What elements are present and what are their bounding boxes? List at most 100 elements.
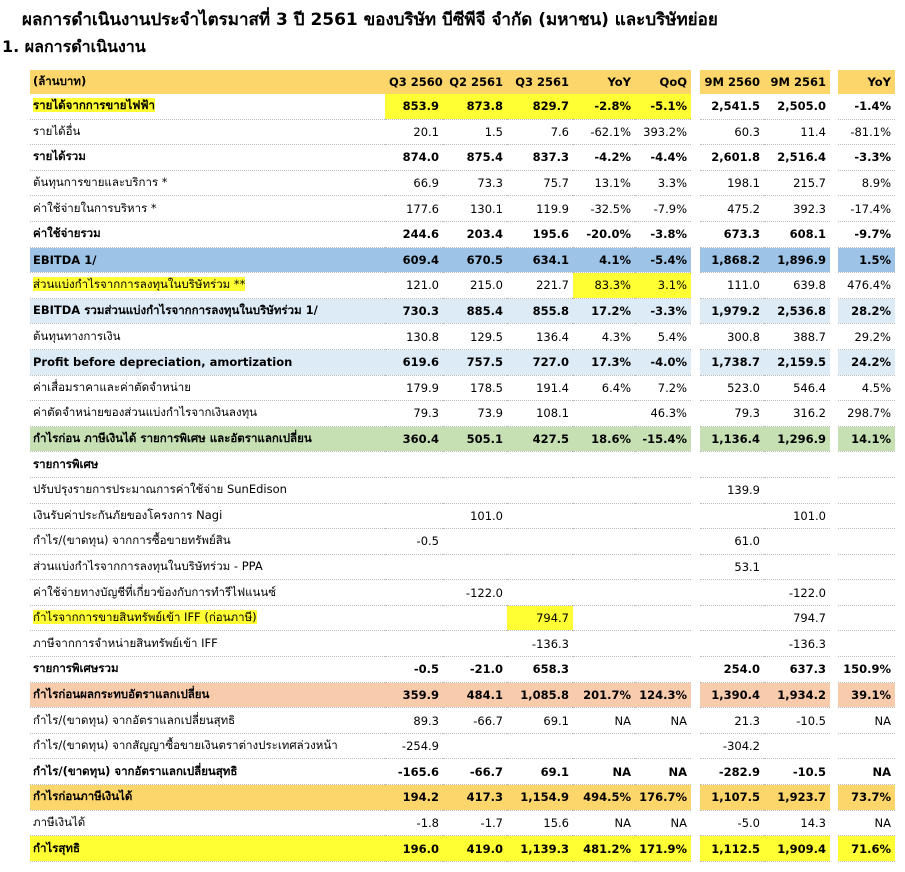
cell: 639.8 [764, 272, 830, 299]
table-row: ภาษีเงินได้ -1.8 -1.7 15.6 NA NA -5.0 14.3 NA [30, 810, 895, 837]
title: ผลการดำเนินงานประจำไตรมาสที่ 3 ปี 2561 ข… [22, 10, 718, 30]
cell: 71.6% [838, 835, 895, 862]
cell: NA [838, 707, 895, 734]
cell: 29.2% [838, 323, 895, 350]
cell [573, 656, 635, 683]
cell: 124.3% [635, 682, 691, 709]
cell: 17.3% [573, 349, 635, 376]
cell: YoY [838, 70, 895, 94]
row-label: รายการพิเศษ [30, 451, 385, 478]
highlighted-label: กำไรจากการขายสินทรัพย์เข้า IFF (ก่อนภาษี… [33, 610, 257, 625]
spacer [691, 401, 700, 427]
cell [635, 554, 691, 581]
cell: NA [635, 758, 691, 786]
cell [838, 503, 895, 530]
spacer [830, 580, 838, 606]
cell: 608.1 [764, 221, 830, 248]
spacer [830, 503, 838, 529]
cell: 73.3 [443, 170, 507, 197]
cell: 829.7 [507, 94, 573, 120]
cell: 1.5 [443, 119, 507, 146]
cell: 60.3 [700, 119, 764, 146]
cell [507, 554, 573, 581]
cell: 546.4 [764, 375, 830, 402]
cell: Q2 2561 [443, 70, 507, 94]
cell: -20.0% [573, 221, 635, 248]
spacer [830, 810, 838, 836]
cell: -15.4% [635, 426, 691, 453]
cell [385, 477, 443, 504]
cell: NA [573, 810, 635, 837]
spacer [691, 452, 700, 478]
spacer [691, 810, 700, 836]
cell: NA [838, 758, 895, 786]
spacer [691, 70, 700, 94]
cell [573, 477, 635, 504]
row-label: รายการพิเศษรวม [30, 656, 385, 683]
cell [635, 528, 691, 555]
spacer [691, 221, 700, 247]
cell [385, 554, 443, 581]
cell: 4.5% [838, 375, 895, 402]
cell: -4.4% [635, 144, 691, 171]
cell: -66.7 [443, 758, 507, 786]
cell: 7.2% [635, 375, 691, 402]
cell: 66.9 [385, 170, 443, 197]
row-label: ต้นทุนการขายและบริการ * [30, 170, 385, 197]
cell: 1,390.4 [700, 682, 764, 709]
cell: 7.6 [507, 119, 573, 146]
row-label: Profit before depreciation, amortization [30, 349, 385, 376]
cell: 17.2% [573, 298, 635, 325]
table-row: รายได้อื่น 20.1 1.5 7.6 -62.1% 393.2% 60.3 11.4… [30, 119, 895, 146]
cell: 475.2 [700, 195, 764, 222]
cell: -3.8% [635, 221, 691, 248]
cell: 130.1 [443, 195, 507, 222]
cell: 359.9 [385, 682, 443, 709]
spacer [691, 477, 700, 503]
cell: -254.9 [385, 733, 443, 760]
spacer [691, 529, 700, 555]
cell: Q3 2560 [385, 70, 443, 94]
spacer [691, 605, 700, 631]
cell: 4.3% [573, 323, 635, 350]
cell: -66.7 [443, 707, 507, 734]
cell [635, 477, 691, 504]
spacer [691, 170, 700, 196]
cell: 9M 2560 [700, 70, 764, 94]
cell: -0.5 [385, 656, 443, 683]
cell [443, 605, 507, 632]
cell: -81.1% [838, 119, 895, 146]
cell: 1,738.7 [700, 349, 764, 376]
cell: 637.3 [764, 656, 830, 683]
table-row: กำไร/(ขาดทุน) จากการซื้อขายทรัพย์สิน -0.5… [30, 528, 895, 555]
cell: 484.1 [443, 682, 507, 709]
cell: 875.4 [443, 144, 507, 171]
cell: NA [838, 810, 895, 837]
cell: 195.6 [507, 221, 573, 248]
cell: 111.0 [700, 272, 764, 299]
cell [700, 503, 764, 530]
cell: 244.6 [385, 221, 443, 248]
cell [838, 554, 895, 581]
cell: 139.9 [700, 477, 764, 504]
cell [507, 733, 573, 760]
spacer [691, 503, 700, 529]
cell: -122.0 [764, 579, 830, 606]
cell: 494.5% [573, 784, 635, 811]
table-row: กำไรก่อน ภาษีเงินได้ รายการพิเศษ และอัตร… [30, 426, 895, 453]
row-label: ค่าใช้จ่ายทางบัญชีที่เกี่ยวข้องกับการทำร… [30, 579, 385, 606]
cell: -5.0 [700, 810, 764, 837]
cell: 6.4% [573, 375, 635, 402]
cell: 39.1% [838, 682, 895, 709]
cell [700, 605, 764, 632]
cell [443, 733, 507, 760]
cell: 89.3 [385, 707, 443, 734]
cell: 18.6% [573, 426, 635, 453]
table-row: ส่วนแบ่งกำไรจากการลงทุนในบริษัทร่วม ** 12… [30, 272, 895, 299]
cell: 727.0 [507, 349, 573, 376]
spacer [691, 324, 700, 350]
cell: 523.0 [700, 375, 764, 402]
spacer [830, 452, 838, 478]
cell: 119.9 [507, 195, 573, 222]
